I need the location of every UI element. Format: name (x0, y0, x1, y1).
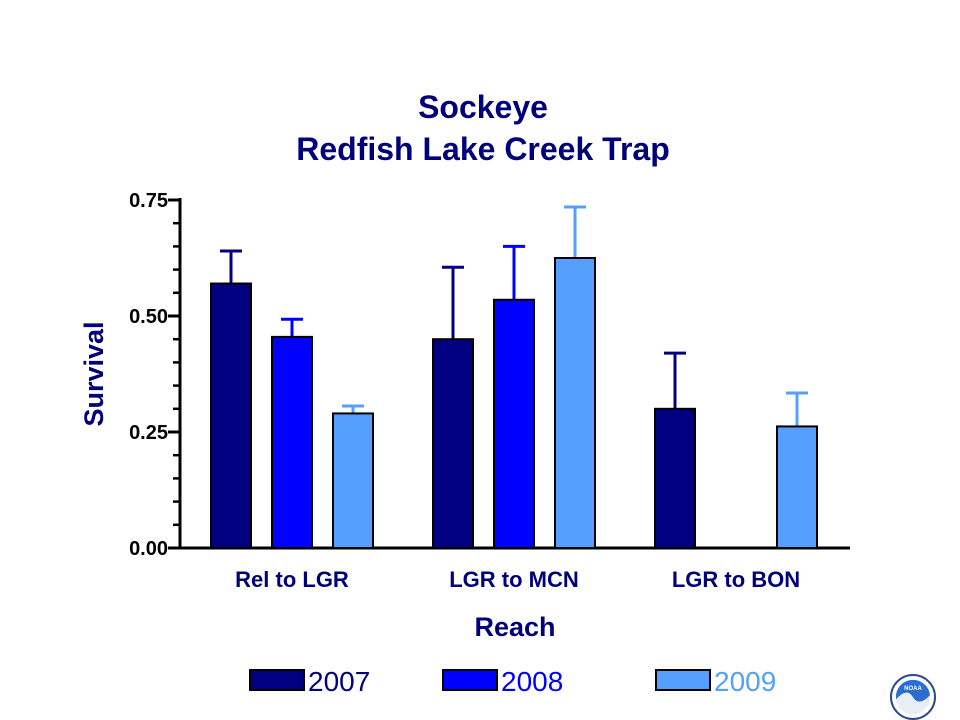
legend-swatch (442, 669, 498, 691)
bar (493, 298, 535, 550)
category-labels: Rel to LGR LGR to MCN LGR to BON (235, 567, 800, 592)
legend-swatch (249, 669, 305, 691)
legend-label: 2007 (308, 666, 370, 697)
bar (776, 425, 818, 550)
bars (210, 205, 818, 550)
y-axis-title: Survival (79, 321, 109, 426)
logo-text: NOAA (904, 686, 922, 692)
bar (654, 407, 696, 549)
bar (271, 335, 313, 549)
y-tick-label: 0.75 (129, 190, 168, 212)
y-tick-label: 0.25 (129, 422, 168, 444)
bar (332, 412, 374, 549)
chart-title: Sockeye Redfish Lake Creek Trap (296, 89, 669, 167)
legend-label: 2008 (501, 666, 563, 697)
legend-swatch (655, 669, 711, 691)
bar (554, 257, 596, 549)
bar (210, 282, 252, 549)
chart-title-line-2: Redfish Lake Creek Trap (296, 131, 669, 167)
legend-label: 2009 (714, 666, 776, 697)
noaa-logo-icon: NOAA (890, 674, 936, 720)
legend: 2007 2008 2009 (249, 666, 776, 697)
x-axis-title: Reach (474, 612, 555, 642)
x-tick-label: Rel to LGR (235, 567, 349, 592)
x-tick-label: LGR to BON (672, 567, 800, 592)
chart-title-line-1: Sockeye (418, 89, 548, 125)
y-tick-label: 0.00 (129, 538, 168, 560)
y-tick-label: 0.50 (129, 306, 168, 328)
bar (432, 338, 474, 550)
x-tick-label: LGR to MCN (449, 567, 579, 592)
